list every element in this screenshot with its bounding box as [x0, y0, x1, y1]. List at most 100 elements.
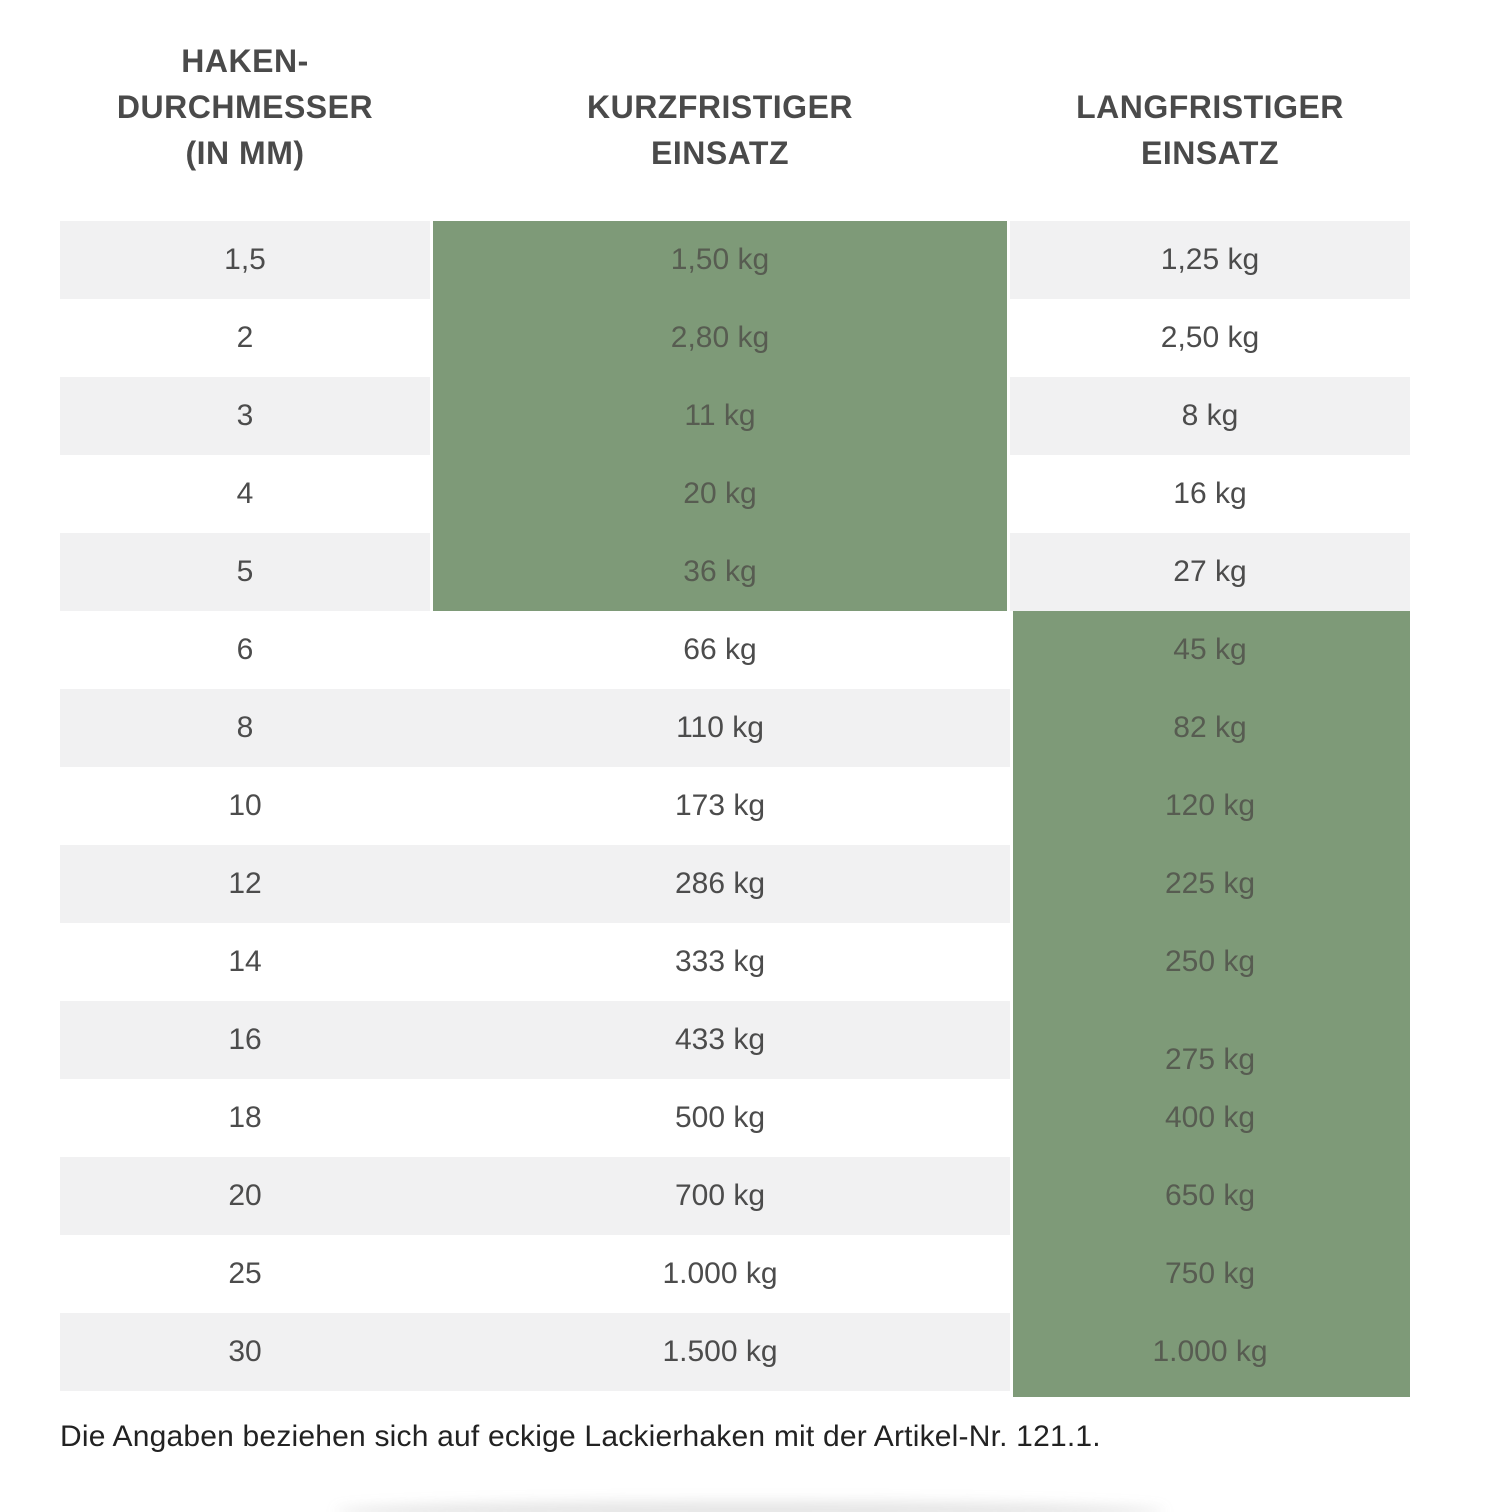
cell-value: 36 kg — [683, 555, 757, 588]
cell-value: 250 kg — [1164, 945, 1256, 978]
cell-value: 400 kg — [1164, 1101, 1256, 1134]
long-term-cell: 27 kg — [1010, 533, 1410, 611]
long-term-cell: 250 kg — [1010, 923, 1410, 1001]
short-term-cell: 11 kg — [430, 377, 1010, 455]
cell-value: 8 — [236, 711, 254, 744]
long-term-highlight-band — [1010, 611, 1410, 1397]
short-term-cell: 110 kg — [430, 689, 1010, 767]
cell-value: 433 kg — [674, 1023, 766, 1056]
diameter-cell: 10 — [60, 767, 430, 845]
diameter-cell: 1,5 — [60, 221, 430, 299]
short-term-cell: 286 kg — [430, 845, 1010, 923]
short-term-cell: 20 kg — [430, 455, 1010, 533]
long-term-cell: 120 kg — [1010, 767, 1410, 845]
long-term-cell: 1.000 kg — [1010, 1313, 1410, 1391]
diameter-cell: 20 — [60, 1157, 430, 1235]
cell-value: 20 kg — [683, 477, 757, 510]
cell-value: 750 kg — [1164, 1257, 1256, 1290]
column-header-line: DURCHMESSER — [116, 89, 374, 125]
table-header-row: HAKEN- DURCHMESSER (IN MM) KURZFRISTIGER EIN… — [60, 38, 1410, 176]
cell-value: 16 kg — [1173, 477, 1247, 510]
column-header-line: KURZFRISTIGER — [586, 89, 854, 125]
cell-value: 5 — [236, 555, 254, 588]
cell-value: 1,25 kg — [1160, 243, 1260, 276]
cell-value: 20 — [228, 1179, 262, 1212]
long-term-cell: 2,50 kg — [1010, 299, 1410, 377]
column-header-line: EINSATZ — [1140, 135, 1279, 171]
cell-value: 1.500 kg — [662, 1335, 778, 1368]
diameter-cell: 8 — [60, 689, 430, 767]
cell-value: 11 kg — [684, 399, 756, 432]
diameter-cell: 2 — [60, 299, 430, 377]
short-term-cell: 1,50 kg — [430, 221, 1010, 299]
cell-value: 700 kg — [674, 1179, 766, 1212]
long-term-cell: 82 kg — [1010, 689, 1410, 767]
column-header-line: LANGFRISTIGER — [1076, 89, 1344, 125]
cell-value: 500 kg — [674, 1101, 766, 1134]
cell-value: 120 kg — [1164, 789, 1256, 822]
column-header: HAKEN- DURCHMESSER (IN MM) — [60, 38, 430, 176]
short-term-highlight-band — [430, 221, 1010, 611]
cell-value: 25 — [228, 1257, 262, 1290]
long-term-cell: 650 kg — [1010, 1157, 1410, 1235]
diameter-cell: 30 — [60, 1313, 430, 1391]
column-header-line: (IN MM) — [185, 135, 305, 171]
cell-value: 1,50 kg — [670, 243, 770, 276]
cell-value: 1.000 kg — [662, 1257, 778, 1290]
short-term-cell: 333 kg — [430, 923, 1010, 1001]
diameter-cell: 6 — [60, 611, 430, 689]
cell-value: 2,50 kg — [1160, 321, 1260, 354]
cell-value: 275 kg — [1164, 1043, 1256, 1076]
cell-value: 1.000 kg — [1152, 1335, 1268, 1368]
table-row: 18 500 kg 400 kg — [60, 1079, 1410, 1157]
table-row: 25 1.000 kg 750 kg — [60, 1235, 1410, 1313]
long-term-cell: 16 kg — [1010, 455, 1410, 533]
long-term-cell: 8 kg — [1010, 377, 1410, 455]
short-term-cell: 1.000 kg — [430, 1235, 1010, 1313]
diameter-cell: 14 — [60, 923, 430, 1001]
bottom-card-shadow — [335, 1501, 1165, 1512]
column-header: LANGFRISTIGER EINSATZ — [1010, 84, 1410, 176]
diameter-cell: 3 — [60, 377, 430, 455]
long-term-cell: 45 kg — [1010, 611, 1410, 689]
short-term-cell: 1.500 kg — [430, 1313, 1010, 1391]
cell-value: 8 kg — [1181, 399, 1239, 432]
cell-value: 2 — [236, 321, 254, 354]
diameter-cell: 5 — [60, 533, 430, 611]
cell-value: 225 kg — [1164, 867, 1256, 900]
cell-value: 650 kg — [1164, 1179, 1256, 1212]
cell-value: 16 — [228, 1023, 262, 1056]
short-term-cell: 433 kg — [430, 1001, 1010, 1079]
short-term-cell: 700 kg — [430, 1157, 1010, 1235]
short-term-cell: 36 kg — [430, 533, 1010, 611]
short-term-cell: 66 kg — [430, 611, 1010, 689]
cell-value: 333 kg — [674, 945, 766, 978]
diameter-cell: 25 — [60, 1235, 430, 1313]
table-row: 6 66 kg 45 kg — [60, 611, 1410, 689]
cell-value: 66 kg — [683, 633, 757, 666]
table-row: 4 20 kg 16 kg — [60, 455, 1410, 533]
table-row: 10 173 kg 120 kg — [60, 767, 1410, 845]
cell-value: 82 kg — [1173, 711, 1247, 744]
cell-value: 173 kg — [674, 789, 766, 822]
short-term-cell: 2,80 kg — [430, 299, 1010, 377]
column-header-line: HAKEN- — [181, 43, 309, 79]
long-term-cell: 1,25 kg — [1010, 221, 1410, 299]
cell-value: 3 — [236, 399, 254, 432]
table-row: 14 333 kg 250 kg — [60, 923, 1410, 1001]
short-term-cell: 500 kg — [430, 1079, 1010, 1157]
cell-value: 110 kg — [676, 711, 764, 744]
cell-value: 18 — [228, 1101, 262, 1134]
cell-value: 12 — [228, 867, 262, 900]
cell-value: 10 — [228, 789, 262, 822]
long-term-cell: 225 kg — [1010, 845, 1410, 923]
long-term-cell: 275 kg — [1010, 1001, 1410, 1079]
column-header-line: EINSATZ — [650, 135, 789, 171]
diameter-cell: 4 — [60, 455, 430, 533]
table-row: 2 2,80 kg 2,50 kg — [60, 299, 1410, 377]
diameter-cell: 18 — [60, 1079, 430, 1157]
cell-value: 1,5 — [224, 243, 266, 276]
cell-value: 4 — [236, 477, 254, 510]
cell-value: 2,80 kg — [670, 321, 770, 354]
